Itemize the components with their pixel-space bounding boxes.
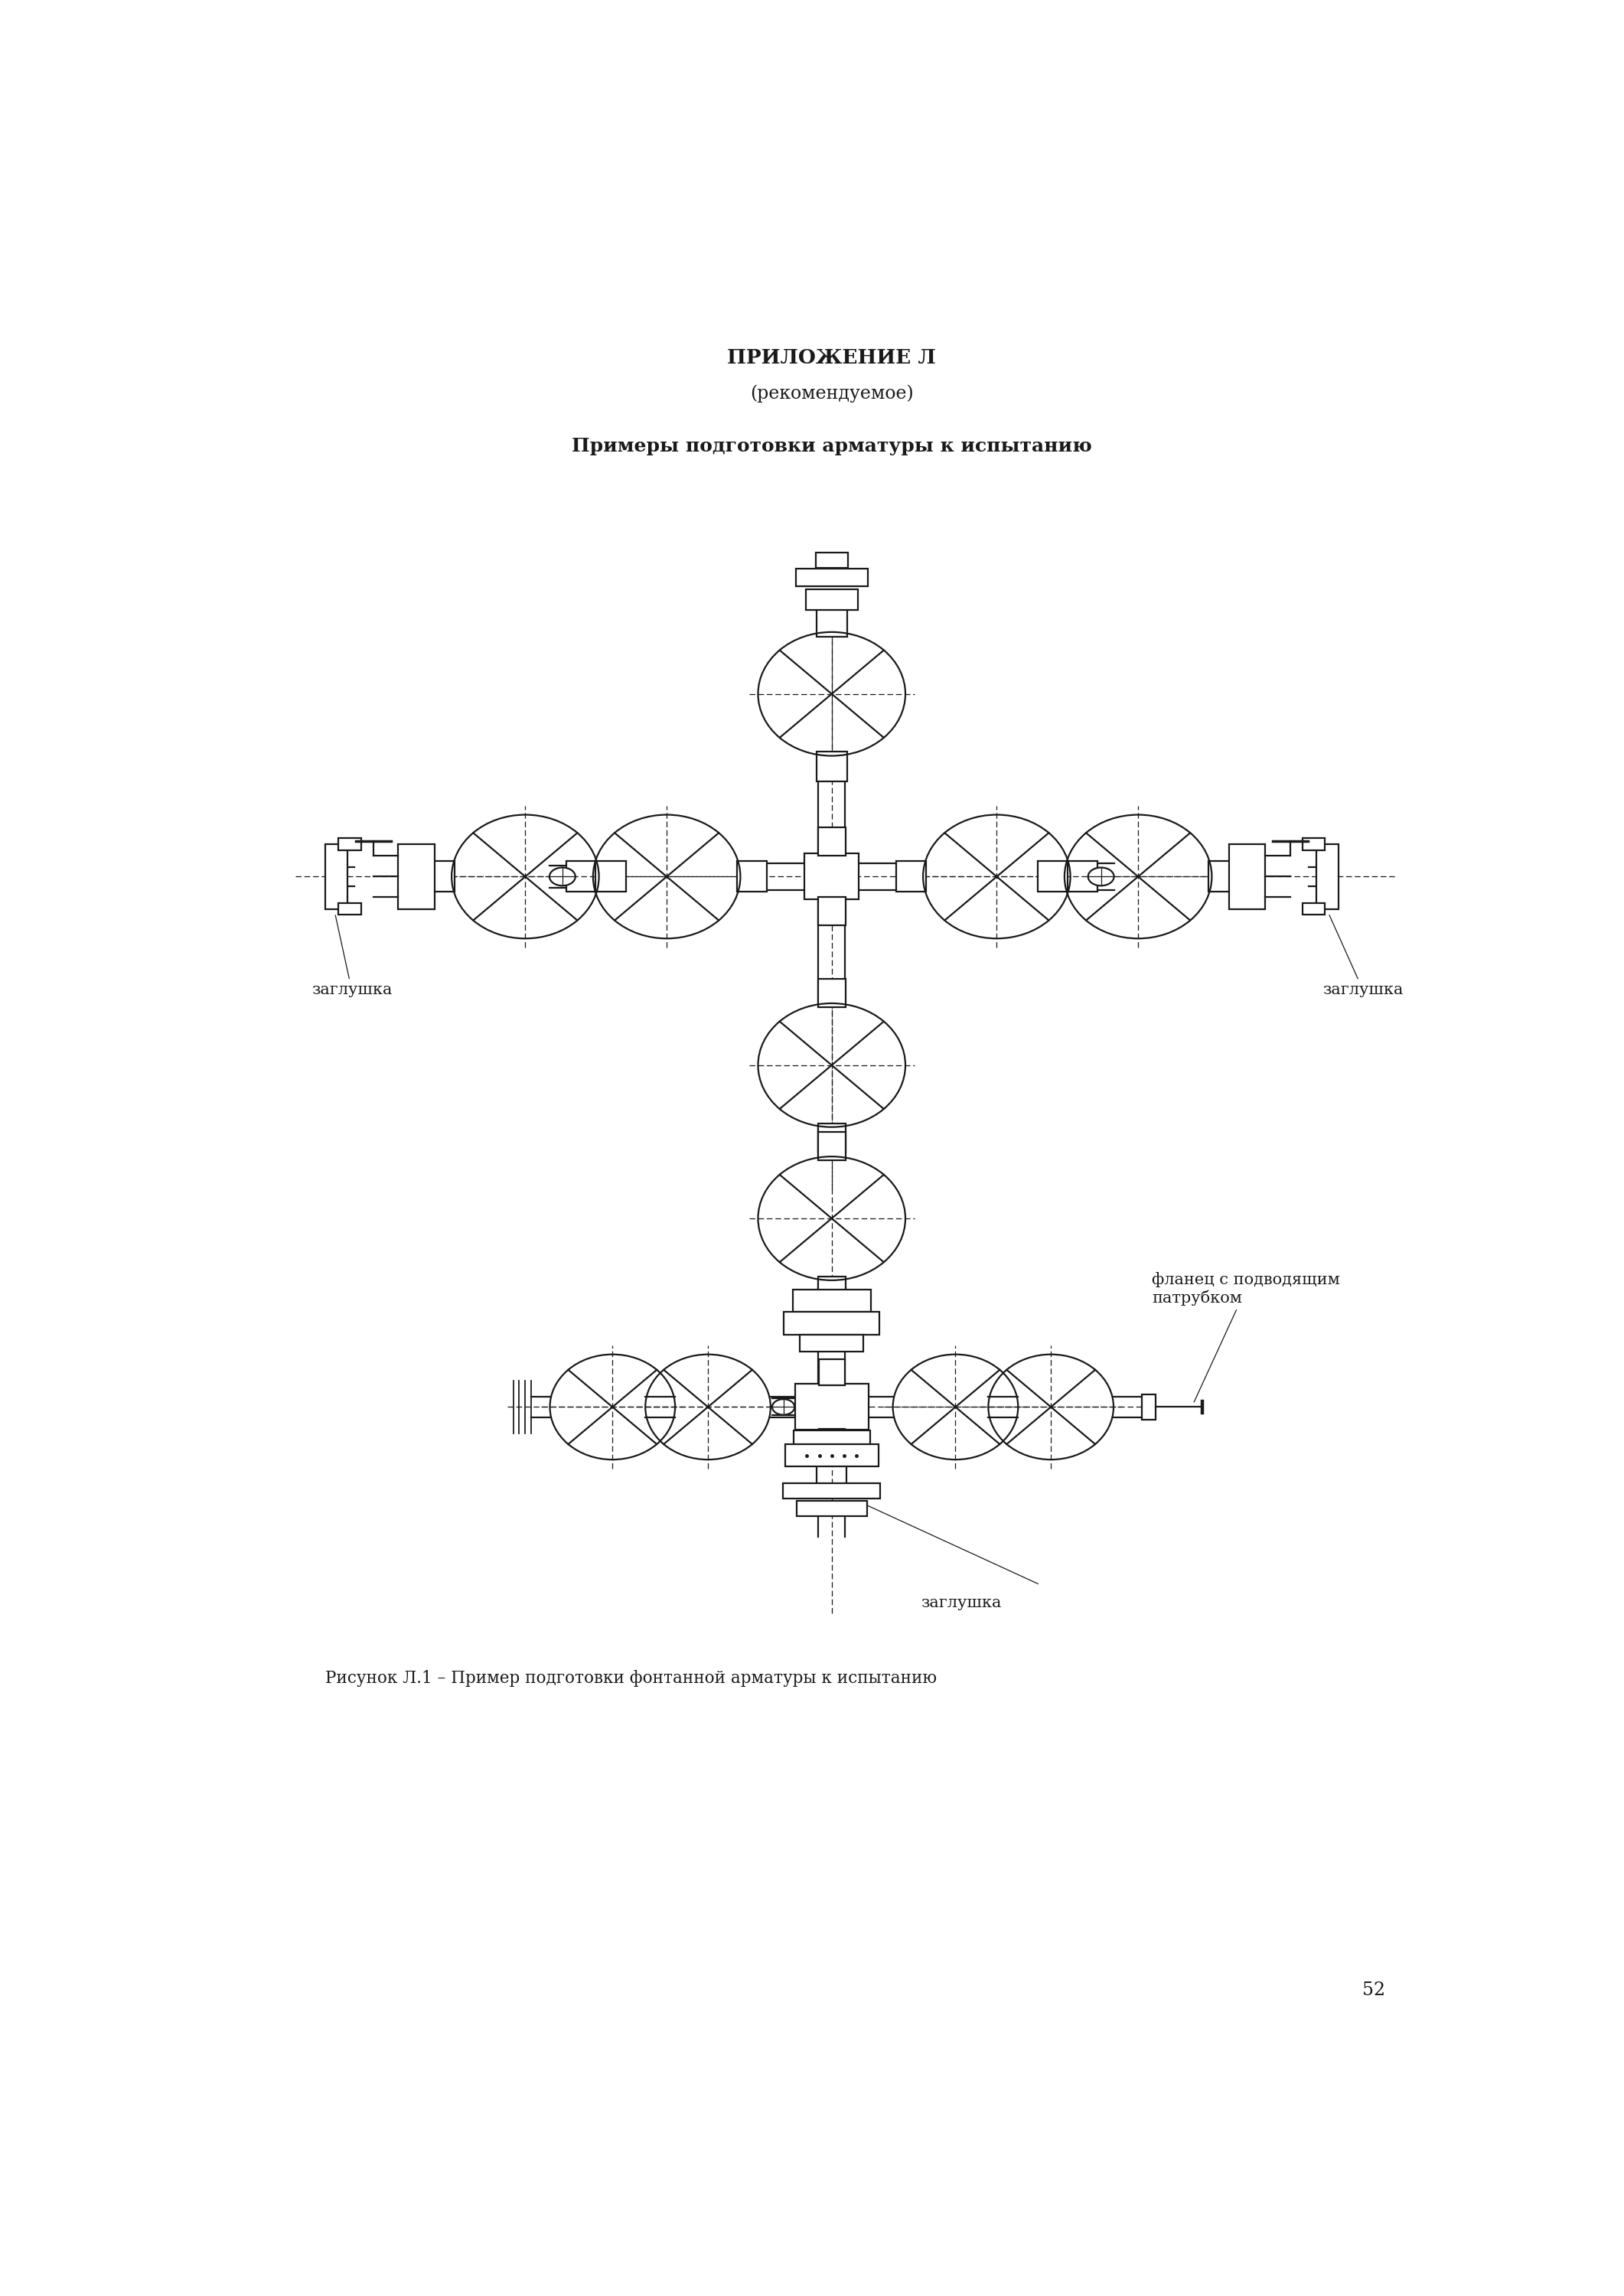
Bar: [1302, 838, 1325, 850]
Text: (рекомендуемое): (рекомендуемое): [750, 383, 914, 402]
Bar: [1302, 902, 1325, 914]
Bar: [818, 1132, 846, 1159]
Bar: [737, 861, 767, 891]
Bar: [896, 861, 926, 891]
Text: Рисунок Л.1 – Пример подготовки фонтанной арматуры к испытанию: Рисунок Л.1 – Пример подготовки фонтанно…: [325, 1669, 937, 1688]
Ellipse shape: [771, 1398, 794, 1414]
Bar: [398, 845, 435, 909]
Bar: [806, 590, 857, 611]
Bar: [817, 751, 848, 781]
Bar: [338, 838, 361, 850]
Bar: [801, 1334, 864, 1352]
Bar: [804, 854, 859, 900]
Text: 52: 52: [1363, 1981, 1385, 2000]
Bar: [783, 1483, 880, 1499]
Bar: [794, 1384, 869, 1430]
Bar: [796, 569, 867, 585]
Bar: [1229, 845, 1265, 909]
Text: фланец с подводящим
патрубком: фланец с подводящим патрубком: [1151, 1272, 1340, 1403]
Bar: [338, 902, 361, 914]
Bar: [793, 1290, 870, 1311]
Text: Примеры подготовки арматуры к испытанию: Примеры подготовки арматуры к испытанию: [572, 436, 1091, 455]
Bar: [1038, 861, 1067, 891]
Bar: [1208, 861, 1239, 891]
Bar: [818, 827, 846, 856]
Bar: [818, 1359, 844, 1384]
Bar: [818, 978, 846, 1008]
Text: ПРИЛОЖЕНИЕ Л: ПРИЛОЖЕНИЕ Л: [728, 349, 935, 367]
Bar: [596, 861, 625, 891]
Bar: [1315, 845, 1338, 909]
Bar: [784, 1311, 880, 1334]
Bar: [815, 553, 848, 567]
Bar: [794, 1430, 870, 1444]
Bar: [425, 861, 455, 891]
Bar: [1142, 1394, 1156, 1419]
Bar: [818, 1277, 846, 1304]
Bar: [1067, 861, 1098, 891]
Bar: [325, 845, 348, 909]
Ellipse shape: [549, 868, 575, 886]
Bar: [784, 1444, 879, 1467]
Bar: [796, 1502, 867, 1515]
Bar: [818, 898, 846, 925]
Bar: [567, 861, 596, 891]
Bar: [818, 1123, 846, 1153]
Bar: [817, 606, 848, 636]
Bar: [818, 1428, 844, 1456]
Text: заглушка: заглушка: [1322, 916, 1403, 996]
Ellipse shape: [1088, 868, 1114, 886]
Text: заглушка: заглушка: [921, 1596, 1002, 1609]
Text: заглушка: заглушка: [312, 916, 391, 996]
